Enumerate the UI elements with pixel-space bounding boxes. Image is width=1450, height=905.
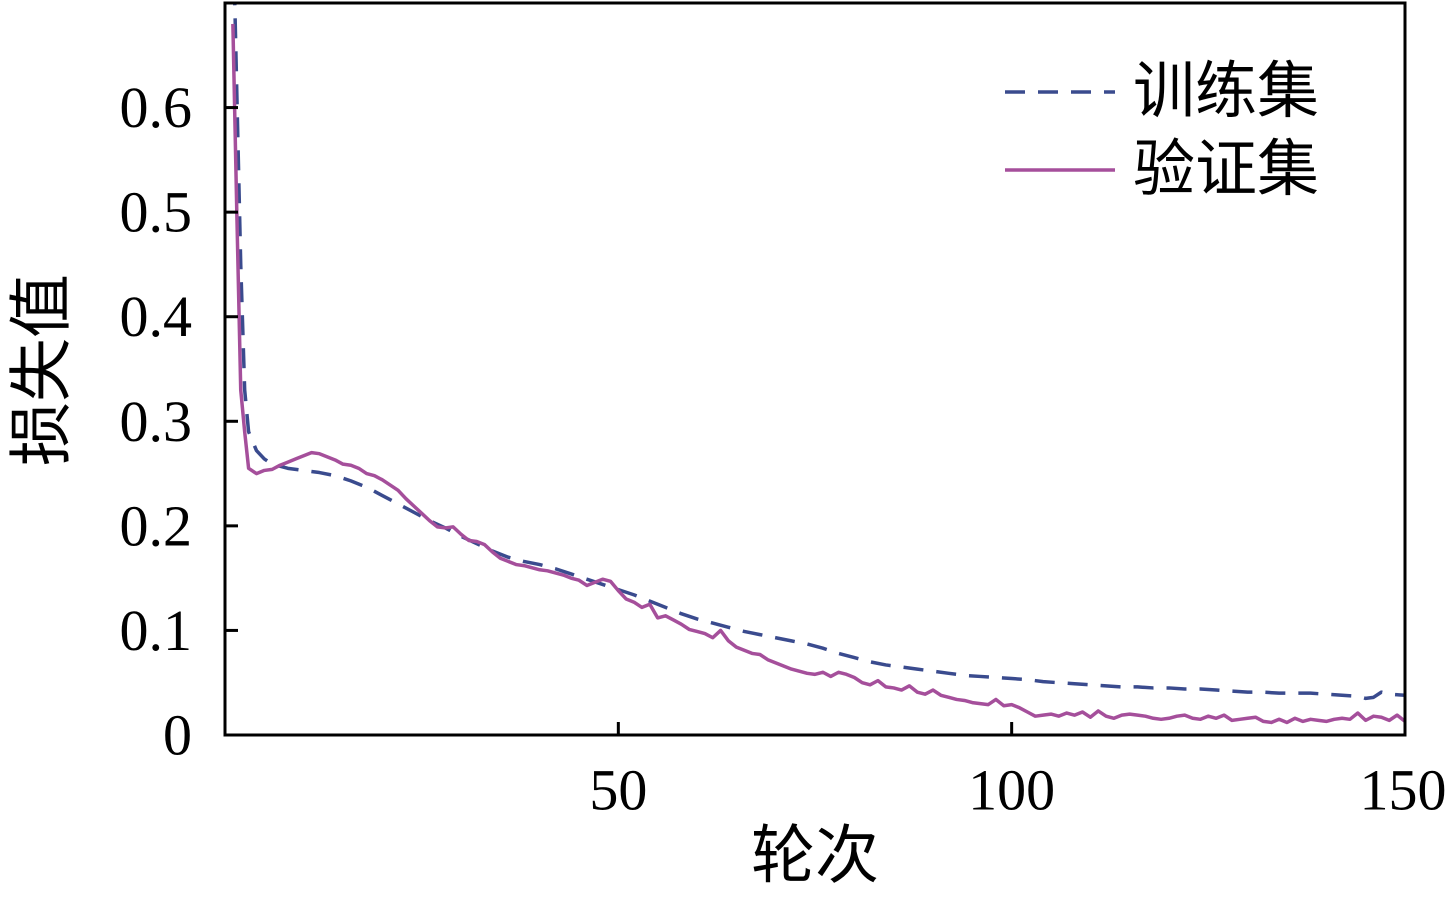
- x-tick-label: 100: [968, 758, 1055, 823]
- y-tick-label: 0.3: [120, 389, 193, 454]
- series-line-val: [231, 23, 1405, 725]
- ticks-layer: 0 0.1 0.2 0.3 0.4 0.5 0.6 50 100 150: [120, 75, 1447, 822]
- x-tick-label: 150: [1360, 758, 1447, 823]
- y-tick-label: 0.2: [120, 493, 193, 558]
- x-axis-label: 轮次: [751, 821, 879, 892]
- series-layer: [231, 3, 1405, 725]
- legend-label-train: 训练集: [1133, 58, 1319, 126]
- plot-frame: [223, 1, 1407, 737]
- legend: 训练集 验证集: [1005, 58, 1319, 204]
- y-tick-label: 0.5: [120, 180, 193, 245]
- y-axis-label: 损失值: [7, 274, 78, 466]
- y-tick-label: 0: [163, 703, 192, 768]
- series-line-train: [233, 3, 1405, 701]
- y-tick-label: 0.6: [120, 75, 193, 140]
- x-tick-label: 50: [589, 758, 647, 823]
- y-tick-label: 0.1: [120, 598, 193, 663]
- legend-label-val: 验证集: [1133, 136, 1319, 204]
- y-tick-label: 0.4: [120, 284, 193, 349]
